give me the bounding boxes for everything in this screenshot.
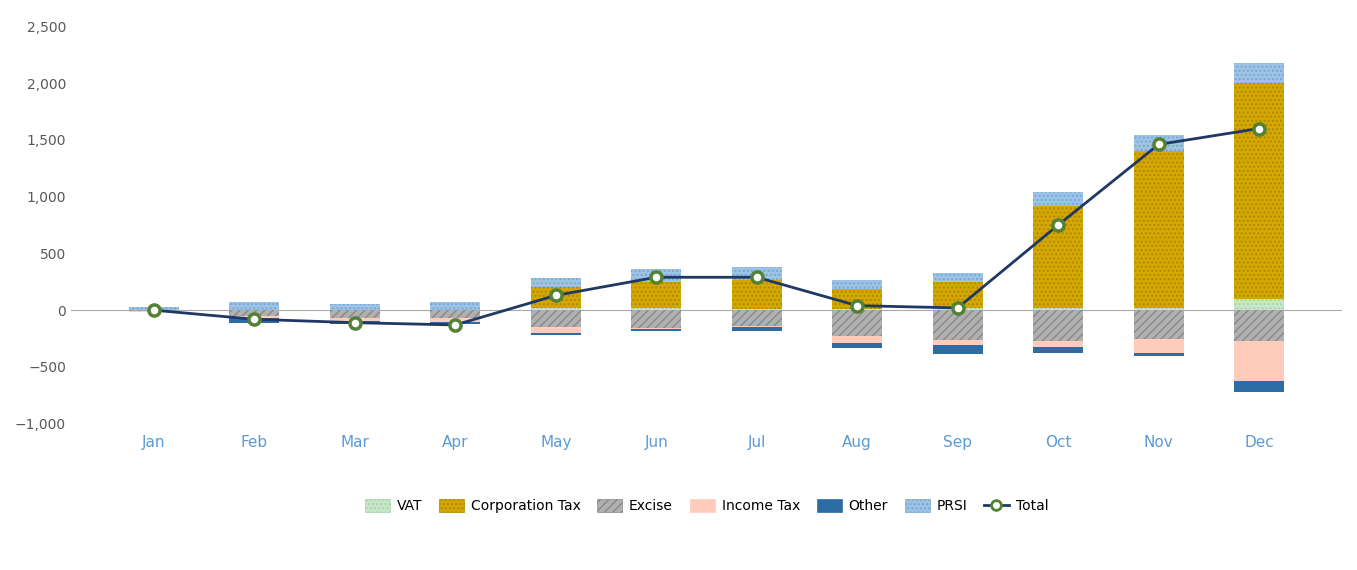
Bar xyxy=(1033,347,1083,353)
Bar xyxy=(1234,310,1284,341)
Bar xyxy=(1234,381,1284,392)
Line: Total: Total xyxy=(148,123,1265,331)
Bar xyxy=(631,310,681,328)
Bar xyxy=(832,309,882,310)
Bar xyxy=(531,278,581,287)
Bar xyxy=(531,310,581,327)
Total xyxy=(246,316,262,323)
Bar xyxy=(932,340,982,345)
Total xyxy=(649,274,665,280)
Bar xyxy=(531,327,581,333)
Bar xyxy=(1033,308,1083,310)
Bar xyxy=(1033,310,1083,341)
Bar xyxy=(631,282,681,308)
Bar xyxy=(229,310,280,316)
Total xyxy=(950,304,966,311)
Bar xyxy=(1133,310,1183,339)
Bar xyxy=(731,327,782,331)
Bar xyxy=(932,308,982,310)
Bar xyxy=(731,279,782,309)
Legend: VAT, Corporation Tax, Excise, Income Tax, Other, PRSI, Total: VAT, Corporation Tax, Excise, Income Tax… xyxy=(360,494,1054,519)
Total xyxy=(448,321,464,328)
Total xyxy=(145,307,161,314)
Bar xyxy=(731,309,782,310)
Total xyxy=(548,292,565,299)
Bar xyxy=(229,302,280,310)
Total xyxy=(749,274,765,280)
Bar xyxy=(832,288,882,309)
Bar xyxy=(1133,339,1183,353)
Bar xyxy=(1234,299,1284,310)
Bar xyxy=(631,268,681,282)
Bar xyxy=(330,318,380,321)
Total xyxy=(849,302,866,309)
Bar xyxy=(1133,308,1183,310)
Bar xyxy=(229,318,280,323)
Bar xyxy=(330,304,380,310)
Bar xyxy=(932,345,982,355)
Total xyxy=(1050,222,1067,229)
Total xyxy=(346,319,362,326)
Bar xyxy=(731,326,782,327)
Bar xyxy=(229,316,280,318)
Bar xyxy=(932,310,982,340)
Bar xyxy=(731,267,782,279)
Bar xyxy=(832,279,882,288)
Bar xyxy=(430,318,480,321)
Bar xyxy=(129,310,179,311)
Bar xyxy=(430,321,480,324)
Bar xyxy=(1234,341,1284,381)
Bar xyxy=(832,343,882,348)
Bar xyxy=(531,333,581,335)
Bar xyxy=(832,310,882,336)
Bar xyxy=(1033,206,1083,308)
Bar xyxy=(330,310,380,318)
Bar xyxy=(531,308,581,310)
Total xyxy=(1251,125,1267,132)
Bar xyxy=(1033,192,1083,206)
Bar xyxy=(832,336,882,343)
Bar xyxy=(430,302,480,310)
Bar xyxy=(1133,135,1183,151)
Bar xyxy=(1234,63,1284,83)
Bar xyxy=(1133,151,1183,308)
Bar xyxy=(932,273,982,282)
Bar xyxy=(932,282,982,308)
Bar xyxy=(129,307,179,310)
Bar xyxy=(531,287,581,308)
Total xyxy=(1151,141,1167,148)
Bar xyxy=(631,329,681,331)
Bar xyxy=(731,310,782,326)
Bar xyxy=(1133,353,1183,356)
Bar xyxy=(1234,83,1284,299)
Bar xyxy=(330,321,380,324)
Bar xyxy=(631,308,681,310)
Bar xyxy=(430,310,480,318)
Bar xyxy=(1033,341,1083,347)
